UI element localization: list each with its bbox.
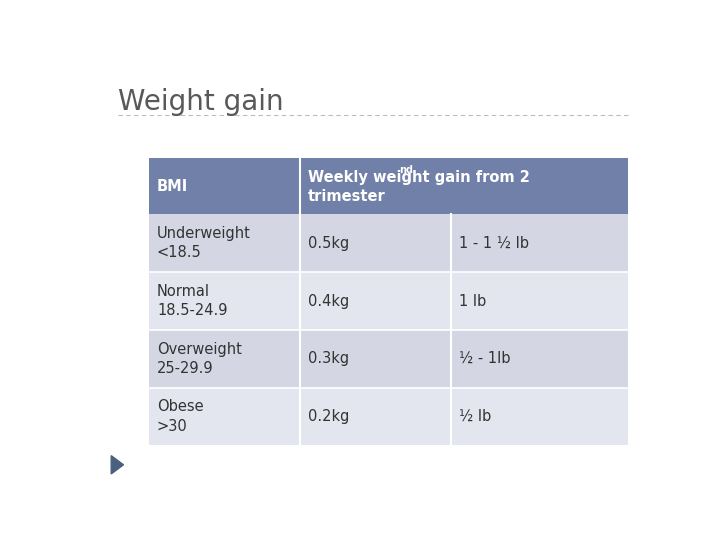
Polygon shape [111, 456, 124, 474]
Text: Obese
>30: Obese >30 [157, 399, 204, 434]
Bar [148, 330, 629, 388]
Bar [148, 158, 300, 214]
Text: Weight gain: Weight gain [118, 87, 284, 116]
Text: Underweight
<18.5: Underweight <18.5 [157, 226, 251, 260]
Bar [148, 214, 629, 272]
Text: 1 lb: 1 lb [459, 294, 487, 308]
Bar [300, 158, 629, 214]
Text: Overweight
25-29.9: Overweight 25-29.9 [157, 342, 242, 376]
Text: Normal
18.5-24.9: Normal 18.5-24.9 [157, 284, 228, 318]
Bar [148, 272, 629, 330]
Text: 1 - 1 ½ lb: 1 - 1 ½ lb [459, 236, 529, 251]
Text: Weekly weight gain from 2: Weekly weight gain from 2 [308, 170, 530, 185]
Text: ½ lb: ½ lb [459, 409, 492, 424]
Bar [148, 388, 629, 445]
Text: 0.4kg: 0.4kg [308, 294, 349, 308]
Text: ½ - 1lb: ½ - 1lb [459, 351, 510, 366]
Text: 0.2kg: 0.2kg [308, 409, 349, 424]
Text: nd: nd [399, 165, 413, 175]
Text: 0.5kg: 0.5kg [308, 236, 349, 251]
Text: 0.3kg: 0.3kg [308, 351, 349, 366]
Text: BMI: BMI [157, 179, 188, 194]
Text: trimester: trimester [308, 190, 386, 204]
